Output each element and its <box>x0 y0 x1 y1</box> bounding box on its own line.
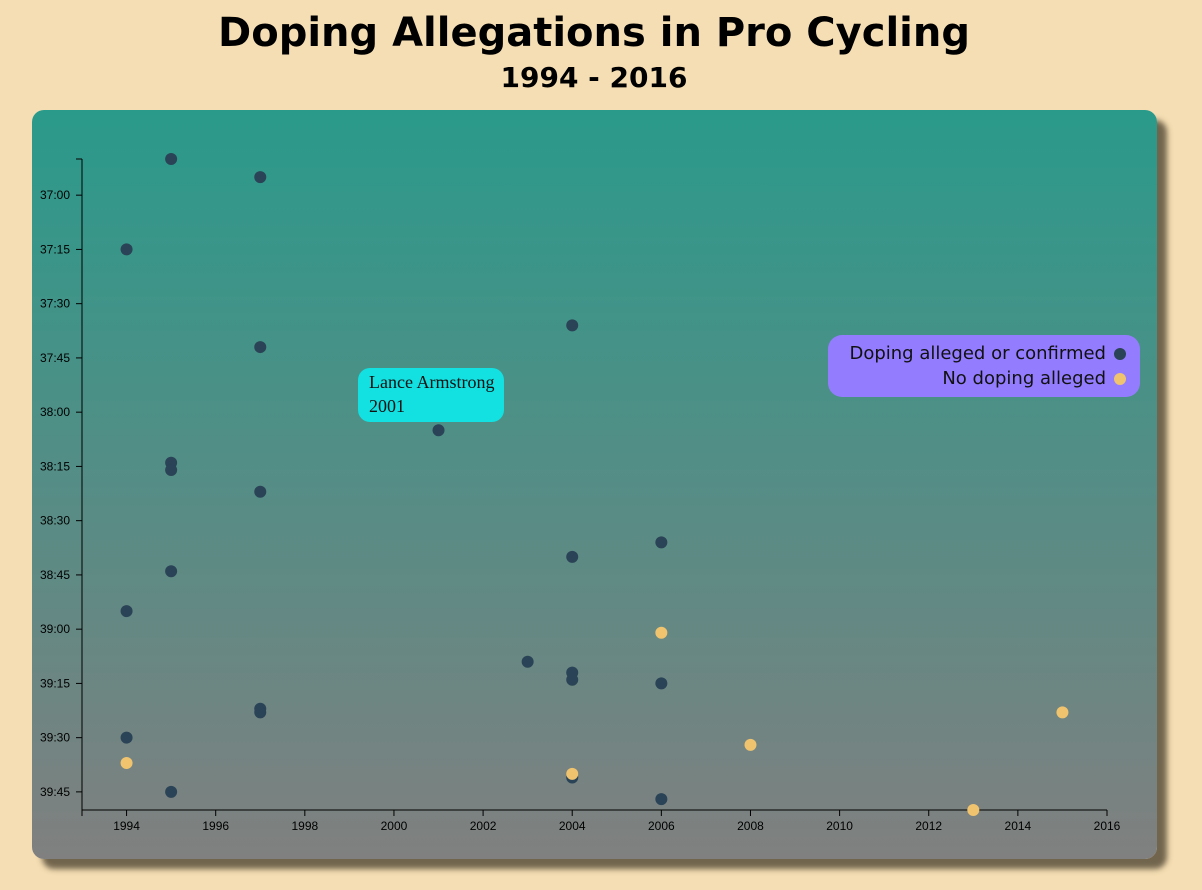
x-tick-label: 1994 <box>113 819 140 833</box>
legend-entry-no-doping: No doping alleged <box>942 366 1126 391</box>
y-tick-label: 39:45 <box>40 785 70 799</box>
x-tick-label: 2008 <box>737 819 764 833</box>
data-point-no-doping <box>1056 706 1069 719</box>
data-point-doping <box>254 341 267 354</box>
legend-entry-doping: Doping alleged or confirmed <box>849 341 1126 366</box>
data-point-doping <box>655 793 668 806</box>
x-tick-label: 2010 <box>826 819 853 833</box>
legend: Doping alleged or confirmed No doping al… <box>828 335 1140 397</box>
y-tick-label: 38:45 <box>40 568 70 582</box>
y-tick-label: 39:00 <box>40 622 70 636</box>
legend-label-doping: Doping alleged or confirmed <box>849 343 1106 364</box>
x-tick-label: 2016 <box>1094 819 1121 833</box>
data-point-doping <box>254 485 267 498</box>
data-point-doping <box>566 550 579 563</box>
y-tick-label: 37:30 <box>40 297 70 311</box>
chart-subtitle: 1994 - 2016 <box>500 61 688 94</box>
data-point-doping <box>120 605 133 618</box>
chart-panel: 1994 1996 1998 2000 2002 2004 2006 2008 2010 2012… <box>32 110 1157 859</box>
y-tick-label: 39:30 <box>40 731 70 745</box>
data-point-doping <box>566 673 579 686</box>
data-point-doping <box>165 565 178 578</box>
y-tick-label: 37:45 <box>40 351 70 365</box>
x-tick-label: 2014 <box>1005 819 1032 833</box>
tooltip-name: Lance Armstrong <box>369 372 495 392</box>
data-point-no-doping <box>120 756 133 769</box>
legend-label-no-doping: No doping alleged <box>942 368 1106 389</box>
y-tick-label: 38:00 <box>40 405 70 419</box>
data-point-doping <box>120 731 133 744</box>
data-point-no-doping <box>744 738 757 751</box>
data-point-doping <box>254 171 267 184</box>
y-tick-label: 39:15 <box>40 676 70 690</box>
y-tick-label: 38:30 <box>40 514 70 528</box>
scatter-plot: 1994 1996 1998 2000 2002 2004 2006 2008 2010 2012… <box>40 153 1121 833</box>
tooltip-year: 2001 <box>369 396 405 416</box>
x-tick-label: 1998 <box>291 819 318 833</box>
data-point-doping <box>165 153 178 165</box>
x-tick-label: 2002 <box>470 819 497 833</box>
data-point-no-doping <box>655 626 668 639</box>
x-tick-label: 2006 <box>648 819 675 833</box>
data-point-doping <box>655 677 668 690</box>
data-point-doping <box>165 464 178 477</box>
data-point-doping <box>655 536 668 549</box>
x-tick-label: 2004 <box>559 819 586 833</box>
data-point-doping <box>120 243 133 256</box>
data-point-doping <box>254 706 267 719</box>
chart-title: Doping Allegations in Pro Cycling <box>218 10 970 56</box>
data-point-doping <box>432 424 445 437</box>
legend-swatch-no-doping <box>1114 372 1126 385</box>
data-point-doping <box>566 319 579 332</box>
data-point-no-doping <box>967 804 980 816</box>
data-point-doping <box>165 785 178 798</box>
x-tick-label: 1996 <box>202 819 229 833</box>
data-point-no-doping <box>566 767 579 780</box>
legend-swatch-doping <box>1114 347 1126 360</box>
y-tick-label: 38:15 <box>40 459 70 473</box>
x-tick-label: 2000 <box>381 819 408 833</box>
y-tick-label: 37:00 <box>40 188 70 202</box>
data-point-doping <box>521 655 534 668</box>
y-tick-label: 37:15 <box>40 242 70 256</box>
x-tick-label: 2012 <box>915 819 942 833</box>
tooltip: Lance Armstrong 2001 <box>358 368 505 422</box>
